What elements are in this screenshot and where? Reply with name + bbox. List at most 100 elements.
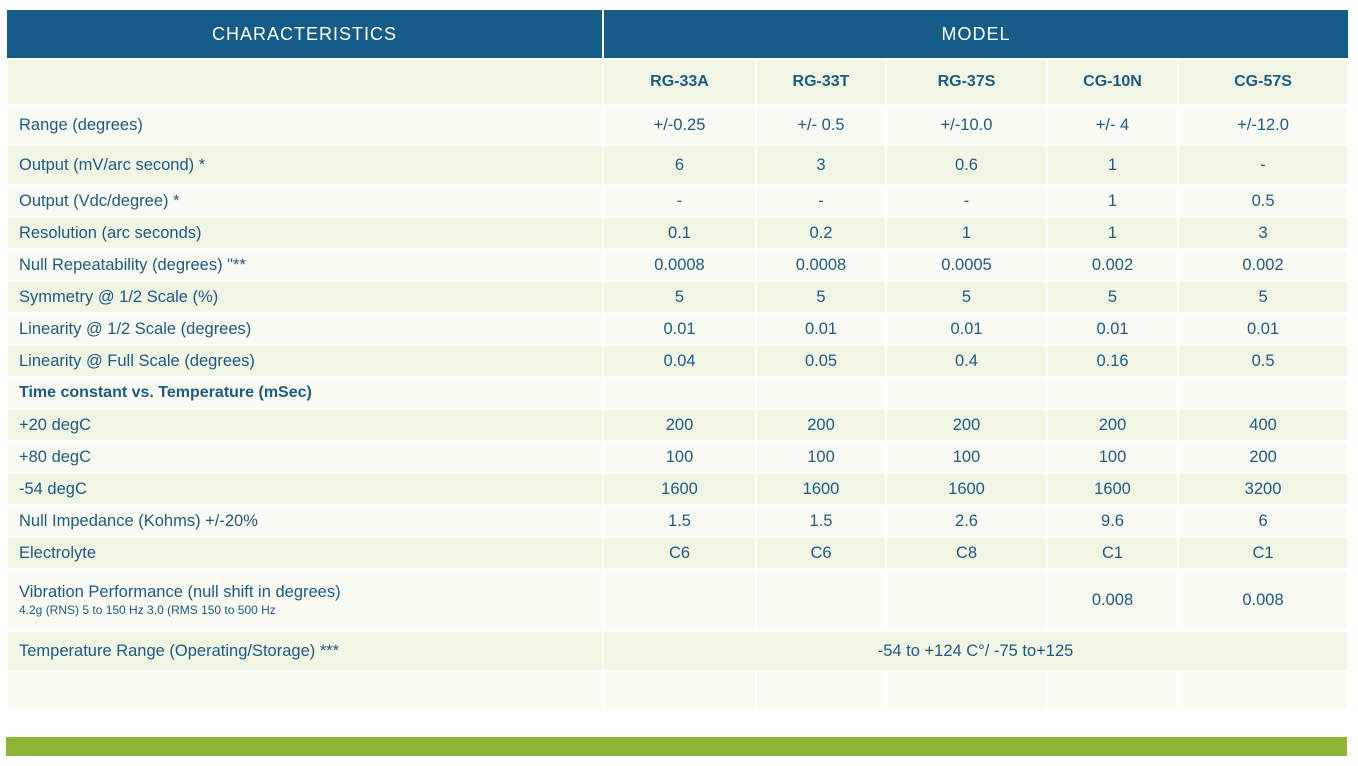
cell-value: 0.0008 — [602, 248, 757, 282]
cell-value: C1 — [1176, 536, 1350, 570]
row-label: Null Repeatability (degrees) "** — [6, 248, 604, 282]
cell-value: 6 — [1176, 504, 1350, 538]
cell-value: 0.5 — [1176, 184, 1350, 218]
vibration-sublabel: 4.2g (RNS) 5 to 150 Hz 3.0 (RMS 150 to 5… — [19, 603, 276, 617]
cell-value: 100 — [755, 440, 887, 474]
cell-value: 5 — [885, 280, 1048, 314]
cell-value: 3200 — [1176, 472, 1350, 506]
row-label: Temperature Range (Operating/Storage) **… — [6, 630, 604, 672]
table-row: Null Impedance (Kohms) +/-20% 1.5 1.5 2.… — [6, 504, 1350, 538]
cell-value: 0.5 — [1176, 344, 1350, 378]
cell-value: 5 — [1046, 280, 1179, 314]
spec-table: CHARACTERISTICS MODEL RG-33A RG-33T RG-3… — [6, 10, 1350, 712]
cell-value: 6 — [602, 144, 757, 186]
empty-cell — [1176, 670, 1350, 712]
cell-value: 1.5 — [755, 504, 887, 538]
row-label: Vibration Performance (null shift in deg… — [6, 568, 604, 632]
table-header-row: CHARACTERISTICS MODEL — [7, 10, 1349, 59]
cell-value: - — [885, 184, 1048, 218]
cell-value: 5 — [1176, 280, 1350, 314]
cell-value: 2.6 — [885, 504, 1048, 538]
row-label: -54 degC — [6, 472, 604, 506]
model-name: RG-33T — [755, 58, 887, 106]
cell-value: +/-0.25 — [602, 104, 757, 146]
cell-value: 5 — [602, 280, 757, 314]
row-label: Null Impedance (Kohms) +/-20% — [6, 504, 604, 538]
cell-value: +/- 4 — [1046, 104, 1179, 146]
footer-accent-bar — [6, 737, 1347, 756]
row-label: Output (Vdc/degree) * — [6, 184, 604, 218]
cell-value: +/-10.0 — [885, 104, 1048, 146]
vibration-label: Vibration Performance (null shift in deg… — [19, 583, 341, 601]
row-label: Symmetry @ 1/2 Scale (%) — [6, 280, 604, 314]
cell-value: 0.008 — [1176, 568, 1350, 632]
temperature-range-value: -54 to +124 C°/ -75 to+125 — [601, 630, 1350, 672]
cell-value: 1600 — [885, 472, 1048, 506]
cell-value: C6 — [602, 536, 757, 570]
cell-value: 0.05 — [755, 344, 887, 378]
cell-value: 400 — [1176, 408, 1350, 442]
cell-value — [885, 568, 1048, 632]
table-row: -54 degC 1600 1600 1600 1600 3200 — [6, 472, 1350, 506]
cell-value: 1.5 — [602, 504, 757, 538]
cell-value: - — [602, 184, 757, 218]
cell-value: 1600 — [1046, 472, 1179, 506]
empty-row — [6, 670, 1350, 712]
cell-value: 200 — [1176, 440, 1350, 474]
cell-value: 0.1 — [602, 216, 757, 250]
cell-value: C8 — [885, 536, 1048, 570]
cell-value: 0.4 — [885, 344, 1048, 378]
table-row: Output (mV/arc second) * 6 3 0.6 1 - — [6, 144, 1350, 186]
cell-value: C1 — [1046, 536, 1179, 570]
empty-cell — [885, 670, 1048, 712]
table-row: Linearity @ 1/2 Scale (degrees) 0.01 0.0… — [6, 312, 1350, 346]
cell-value — [885, 376, 1048, 410]
spec-table-container: CHARACTERISTICS MODEL RG-33A RG-33T RG-3… — [6, 10, 1350, 712]
row-label: Resolution (arc seconds) — [6, 216, 604, 250]
table-row: +80 degC 100 100 100 100 200 — [6, 440, 1350, 474]
table-row: Range (degrees) +/-0.25 +/- 0.5 +/-10.0 … — [6, 104, 1350, 146]
cell-value: 0.0008 — [755, 248, 887, 282]
table-row: Resolution (arc seconds) 0.1 0.2 1 1 3 — [6, 216, 1350, 250]
cell-value — [602, 376, 757, 410]
cell-value — [1046, 376, 1179, 410]
model-name: CG-57S — [1176, 58, 1350, 106]
empty-cell — [6, 670, 604, 712]
cell-value: 200 — [602, 408, 757, 442]
cell-value: 9.6 — [1046, 504, 1179, 538]
empty-cell — [1046, 670, 1179, 712]
cell-value: 1 — [1046, 216, 1179, 250]
row-label: Linearity @ Full Scale (degrees) — [6, 344, 604, 378]
table-row: Linearity @ Full Scale (degrees) 0.04 0.… — [6, 344, 1350, 378]
cell-value: +/- 0.5 — [755, 104, 887, 146]
cell-value: 0.04 — [602, 344, 757, 378]
cell-value: 0.16 — [1046, 344, 1179, 378]
model-names-row: RG-33A RG-33T RG-37S CG-10N CG-57S — [6, 58, 1350, 106]
cell-value: 200 — [755, 408, 887, 442]
cell-value: 100 — [1046, 440, 1179, 474]
table-row: +20 degC 200 200 200 200 400 — [6, 408, 1350, 442]
row-label: Linearity @ 1/2 Scale (degrees) — [6, 312, 604, 346]
table-row: Null Repeatability (degrees) "** 0.0008 … — [6, 248, 1350, 282]
cell-value: 0.01 — [602, 312, 757, 346]
vibration-row: Vibration Performance (null shift in deg… — [6, 568, 1350, 632]
cell-value — [1176, 376, 1350, 410]
cell-value: 5 — [755, 280, 887, 314]
cell-value: - — [755, 184, 887, 218]
cell-value: 3 — [1176, 216, 1350, 250]
empty-cell — [755, 670, 887, 712]
section-heading-row: Time constant vs. Temperature (mSec) — [6, 376, 1350, 410]
row-label: Electrolyte — [6, 536, 604, 570]
temperature-range-row: Temperature Range (Operating/Storage) **… — [6, 630, 1350, 672]
table-row: Output (Vdc/degree) * - - - 1 0.5 — [6, 184, 1350, 218]
cell-value — [755, 568, 887, 632]
section-heading: Time constant vs. Temperature (mSec) — [6, 376, 604, 410]
cell-value: 200 — [885, 408, 1048, 442]
cell-value: 100 — [885, 440, 1048, 474]
cell-value: 0.0005 — [885, 248, 1048, 282]
cell-value: 1 — [885, 216, 1048, 250]
row-label: +20 degC — [6, 408, 604, 442]
cell-value: 3 — [755, 144, 887, 186]
cell-value: 0.01 — [1176, 312, 1350, 346]
row-label: Output (mV/arc second) * — [6, 144, 604, 186]
